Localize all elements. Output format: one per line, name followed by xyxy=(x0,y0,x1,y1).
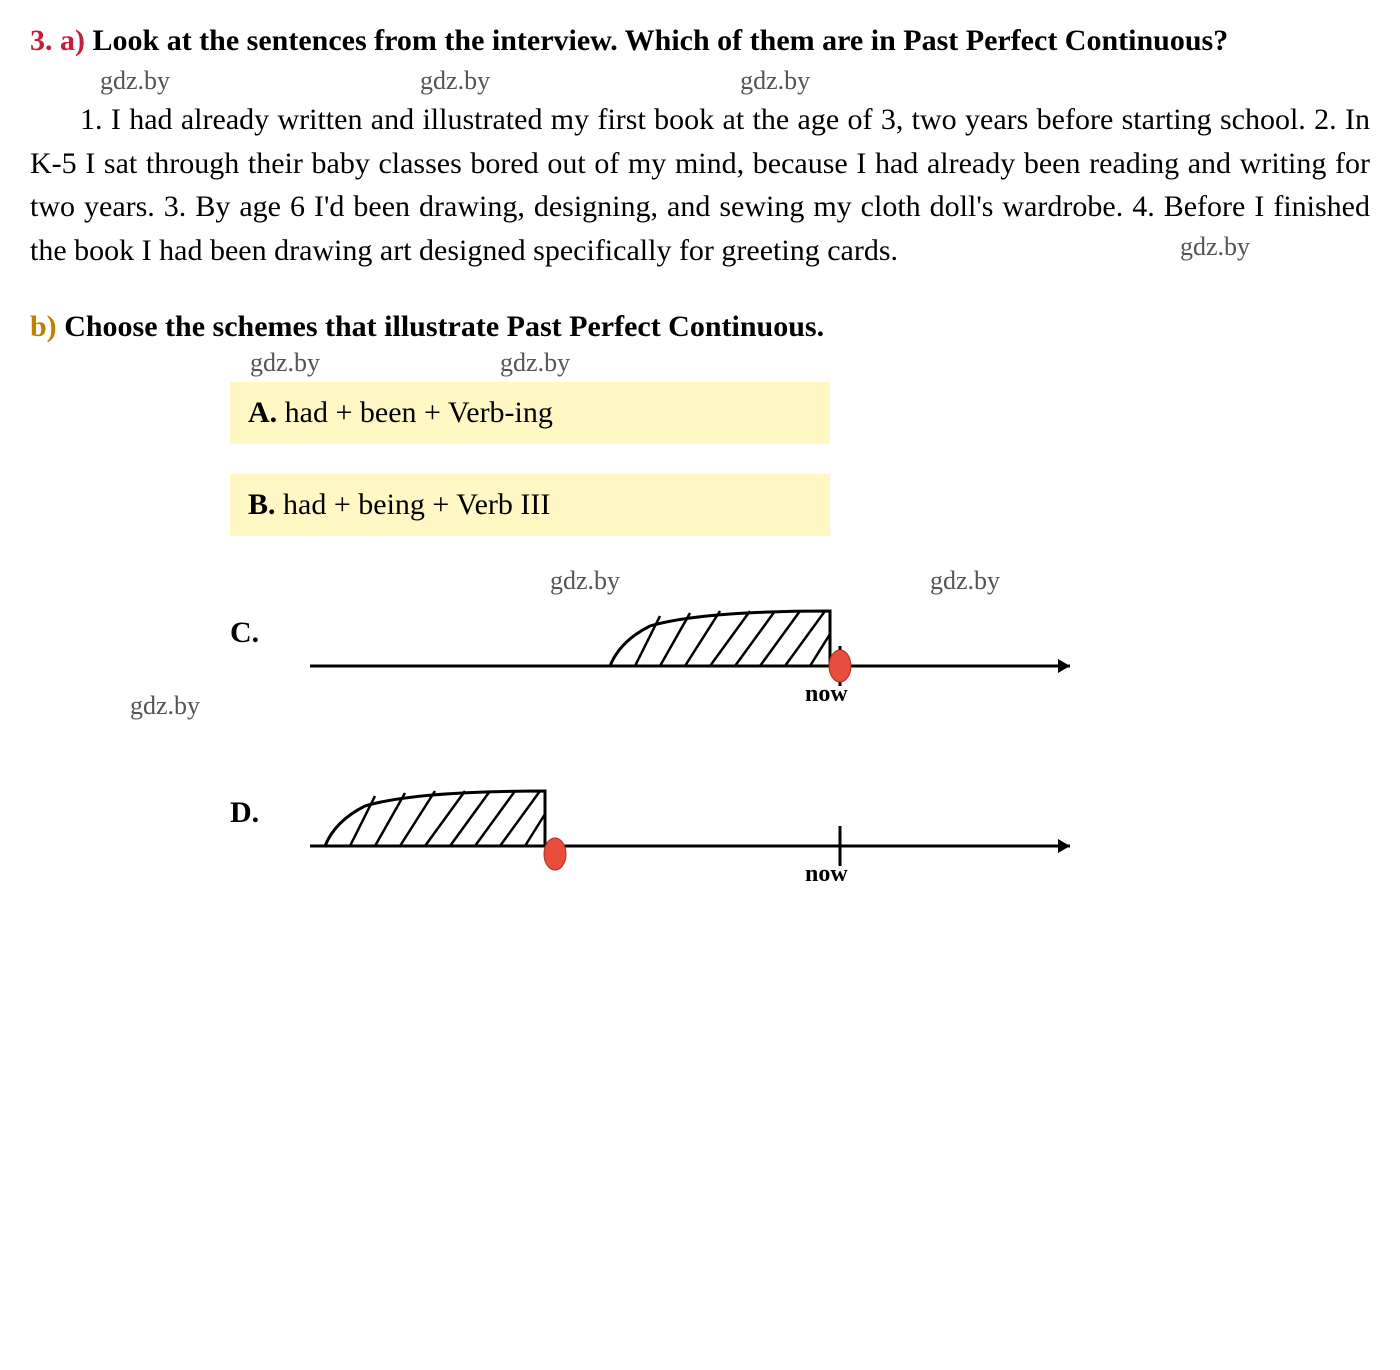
heading-b-prefix: b) xyxy=(30,310,57,343)
scheme-b-label: B. xyxy=(248,488,276,521)
watermark: gdz.by xyxy=(250,348,320,378)
hatch-line xyxy=(810,634,830,666)
diagram-d-label: D. xyxy=(230,796,259,830)
scheme-a-label: A. xyxy=(248,396,277,429)
hatch-line xyxy=(635,616,660,666)
arrow-head-icon xyxy=(1058,659,1070,673)
watermark: gdz.by xyxy=(740,66,810,96)
watermark-row-2: gdz.by gdz.by xyxy=(30,348,1370,378)
diagram-c: gdz.by gdz.by C. now gdz.by xyxy=(230,576,1370,716)
heading-b-text: Choose the schemes that illustrate Past … xyxy=(57,310,824,343)
watermark: gdz.by xyxy=(130,691,200,721)
heading-a: 3. a) Look at the sentences from the int… xyxy=(30,20,1370,62)
hatch-line xyxy=(735,611,775,666)
now-label-d: now xyxy=(805,861,848,888)
heading-a-text: Look at the sentences from the interview… xyxy=(85,24,1228,57)
diagram-d: D. now xyxy=(230,756,1370,896)
watermark: gdz.by xyxy=(420,66,490,96)
hatch-line xyxy=(475,791,515,846)
heading-a-num: 3. a) xyxy=(30,24,85,57)
hatch-line xyxy=(785,611,825,666)
now-label-c: now xyxy=(805,681,848,708)
hatch-line xyxy=(760,611,800,666)
now-dot-icon xyxy=(829,650,851,682)
scheme-b-box: B. had + being + Verb III xyxy=(230,474,830,536)
heading-b: b) Choose the schemes that illustrate Pa… xyxy=(30,310,1370,344)
hatch-line xyxy=(350,796,375,846)
watermark: gdz.by xyxy=(100,66,170,96)
watermark: gdz.by xyxy=(1130,228,1250,266)
scheme-a-box: A. had + been + Verb-ing xyxy=(230,382,830,444)
diagram-container: gdz.by gdz.by C. now gdz.by D. xyxy=(230,576,1370,896)
hatch-line xyxy=(450,791,490,846)
scheme-b-text: had + being + Verb III xyxy=(276,488,551,521)
timeline-c xyxy=(300,586,1100,706)
scheme-a-text: had + been + Verb-ing xyxy=(277,396,553,429)
arrow-head-icon xyxy=(1058,839,1070,853)
event-dot-icon xyxy=(544,838,566,870)
hatch-outline xyxy=(325,791,545,846)
hatch-outline xyxy=(610,611,830,666)
hatch-line xyxy=(525,814,545,846)
hatch-line xyxy=(500,791,540,846)
diagram-c-label: C. xyxy=(230,616,259,650)
watermark-row-1: gdz.by gdz.by gdz.by xyxy=(30,66,1370,96)
body-paragraph: 1. I had already written and illustrated… xyxy=(30,98,1370,272)
timeline-d xyxy=(300,766,1100,886)
watermark: gdz.by xyxy=(500,348,570,378)
